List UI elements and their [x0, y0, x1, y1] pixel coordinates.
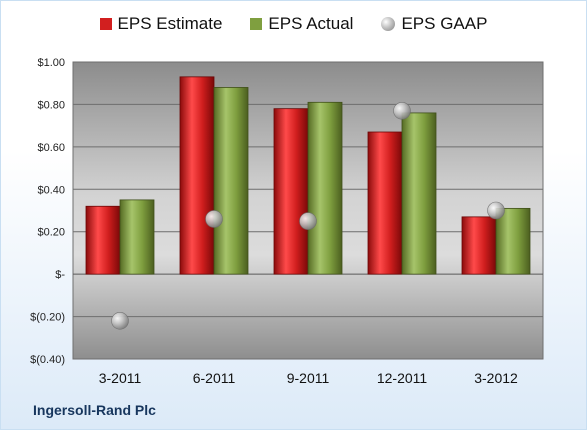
x-tick-label: 3-2011 [99, 370, 142, 386]
bars [85, 76, 531, 275]
y-tick-label: $(0.20) [30, 312, 65, 324]
y-axis-ticks: $1.00 $0.80 $0.60 $0.40 $0.20 $- $(0.20) $(0.40… [30, 57, 65, 366]
bar-eps-actual [119, 199, 155, 275]
bar-eps-actual [495, 207, 531, 275]
legend-label-eps-actual: EPS Actual [268, 14, 354, 33]
bar-eps-actual [213, 87, 249, 275]
legend-label-eps-estimate: EPS Estimate [117, 14, 223, 33]
bar-eps-actual [401, 112, 437, 275]
y-tick-label: $0.20 [37, 227, 65, 239]
bar-eps-estimate [273, 108, 309, 275]
y-tick-label: $1.00 [37, 57, 65, 69]
y-tick-label: $0.80 [37, 99, 65, 111]
bar-eps-estimate [461, 216, 497, 275]
marker-eps-gaap [111, 312, 129, 330]
marker-eps-gaap [393, 101, 411, 120]
company-caption: Ingersoll-Rand Plc [33, 402, 156, 418]
legend-swatch-eps-estimate [99, 18, 112, 30]
y-tick-label: $0.60 [37, 142, 65, 154]
marker-eps-gaap [299, 212, 317, 230]
bar-eps-estimate [85, 205, 121, 275]
gaap-markers [111, 101, 505, 330]
legend-item-eps-actual: EPS Actual [250, 14, 353, 34]
x-tick-label: 3-2012 [474, 370, 518, 386]
legend-swatch-eps-actual [250, 18, 263, 30]
bar-eps-estimate [367, 131, 403, 275]
marker-eps-gaap [205, 210, 223, 228]
legend-label-eps-gaap: EPS GAAP [401, 14, 488, 33]
y-tick-label: $- [55, 269, 65, 281]
legend: EPS Estimate EPS Actual EPS GAAP [0, 14, 587, 34]
y-tick-label: $0.40 [37, 184, 65, 196]
marker-eps-gaap [487, 201, 505, 220]
bar-eps-estimate [179, 76, 215, 275]
x-tick-label: 9-2011 [287, 370, 330, 386]
legend-item-eps-gaap: EPS GAAP [381, 14, 487, 34]
x-tick-label: 6-2011 [193, 370, 236, 386]
x-axis-ticks: 3-2011 6-2011 9-2011 12-2011 3-2012 [99, 370, 518, 386]
legend-item-eps-estimate: EPS Estimate [99, 14, 223, 34]
x-tick-label: 12-2011 [377, 370, 428, 386]
legend-swatch-eps-gaap [381, 17, 396, 31]
y-tick-label: $(0.40) [30, 354, 65, 366]
bar-eps-actual [307, 101, 343, 275]
